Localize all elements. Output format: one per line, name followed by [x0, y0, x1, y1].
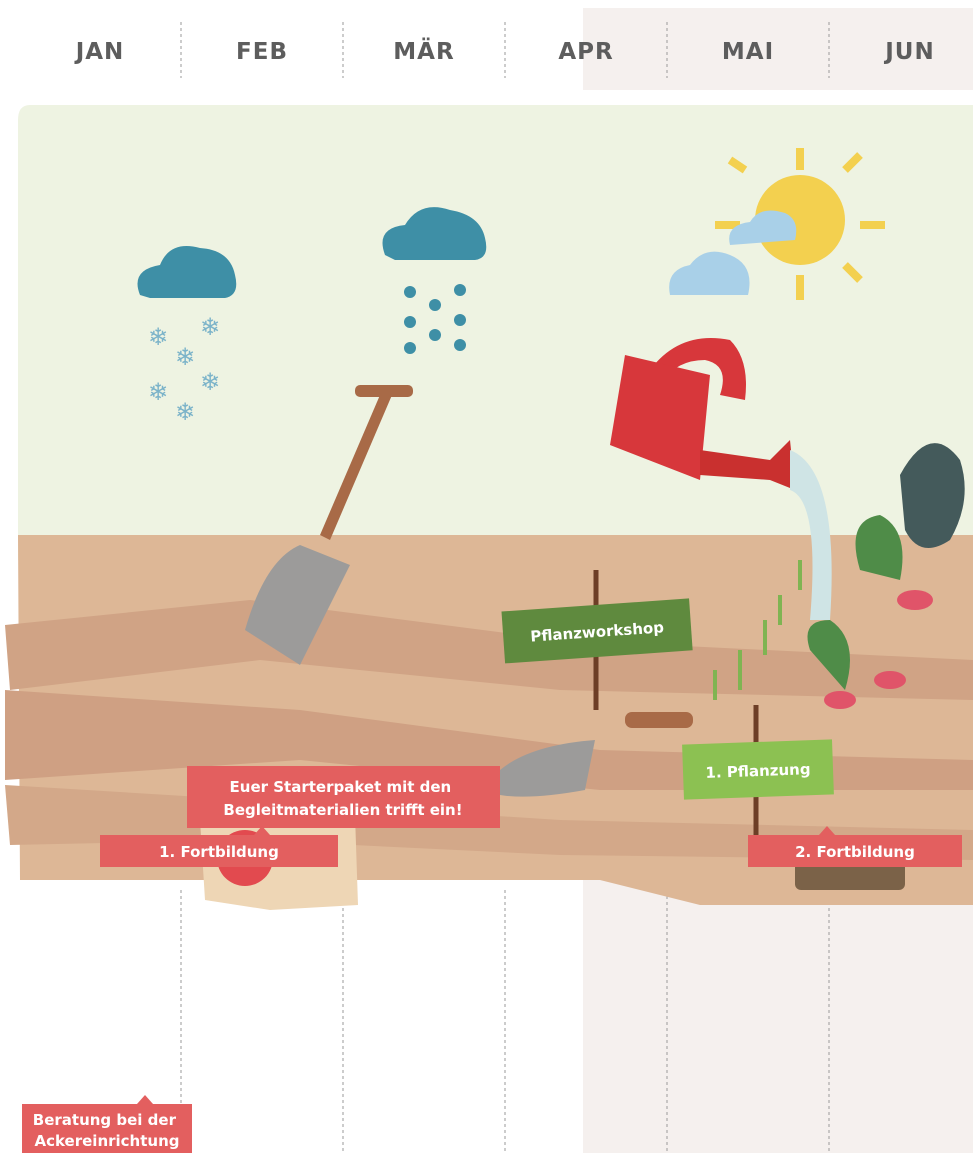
- svg-text:❄: ❄: [148, 323, 168, 351]
- month-label: FEB: [236, 39, 288, 65]
- month-label: JAN: [74, 39, 125, 65]
- page: JANFEBMÄRAPRMAIJUN ❄❄❄ ❄❄❄: [0, 0, 973, 1153]
- timeline: JANFEBMÄRAPRMAIJUN ❄❄❄ ❄❄❄: [0, 0, 973, 1153]
- sign-label: 1. Pflanzung: [705, 760, 811, 782]
- sign: 1. Pflanzung: [682, 739, 834, 799]
- shade-bottom: [583, 880, 973, 1153]
- svg-text:❄: ❄: [200, 313, 220, 341]
- month-label: MÄR: [393, 37, 454, 65]
- svg-text:❄: ❄: [148, 378, 168, 406]
- callout-text: 2. Fortbildung: [795, 843, 915, 861]
- svg-text:❄: ❄: [200, 368, 220, 396]
- month-label: JUN: [883, 39, 934, 65]
- callout-text: 1. Fortbildung: [159, 843, 279, 861]
- svg-text:❄: ❄: [175, 343, 195, 371]
- svg-text:❄: ❄: [175, 398, 195, 426]
- month-label: MAI: [722, 39, 774, 65]
- month-label: APR: [558, 39, 613, 65]
